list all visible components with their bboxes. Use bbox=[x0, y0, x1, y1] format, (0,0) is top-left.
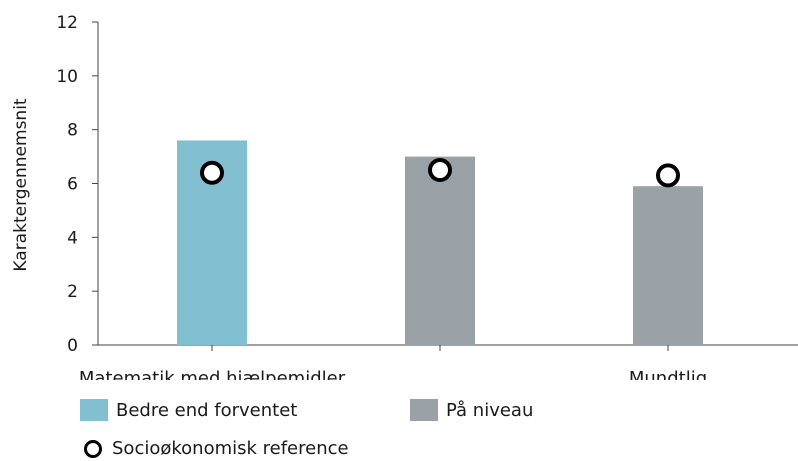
y-tick-label: 12 bbox=[56, 13, 78, 33]
y-axis-label: Karaktergennemsnit bbox=[11, 98, 31, 272]
y-tick-label: 2 bbox=[67, 282, 78, 302]
legend-label-niveau: På niveau bbox=[446, 399, 534, 421]
legend-label-socio: Socioøkonomisk reference bbox=[112, 438, 349, 459]
x-tick-label: Matematik med hjælpemidler bbox=[79, 368, 346, 380]
bar bbox=[633, 186, 703, 345]
legend-label-bedre: Bedre end forventet bbox=[116, 399, 298, 421]
y-tick-label: 6 bbox=[67, 175, 78, 195]
bar bbox=[405, 156, 475, 345]
y-tick-label: 4 bbox=[67, 228, 78, 248]
reference-marker bbox=[656, 163, 680, 188]
legend-marker-ring-icon bbox=[84, 439, 102, 458]
legend-item-niveau: På niveau bbox=[410, 399, 533, 421]
legend-item-socio: Socioøkonomisk reference bbox=[80, 438, 349, 459]
reference-marker bbox=[200, 160, 224, 185]
reference-marker bbox=[428, 158, 452, 183]
y-tick-label: 10 bbox=[56, 67, 78, 87]
legend-item-bedre: Bedre end forventet bbox=[80, 399, 297, 421]
y-tick-label: 0 bbox=[67, 336, 78, 356]
x-tick-label: Mundtlig bbox=[629, 368, 707, 380]
legend-swatch-niveau bbox=[410, 399, 438, 421]
bar-chart: Karaktergennemsnit 0 2 4 6 8 10 12 Matematik me… bbox=[11, 13, 798, 380]
legend-swatch-bedre bbox=[80, 399, 108, 421]
y-tick-label: 8 bbox=[67, 121, 78, 141]
